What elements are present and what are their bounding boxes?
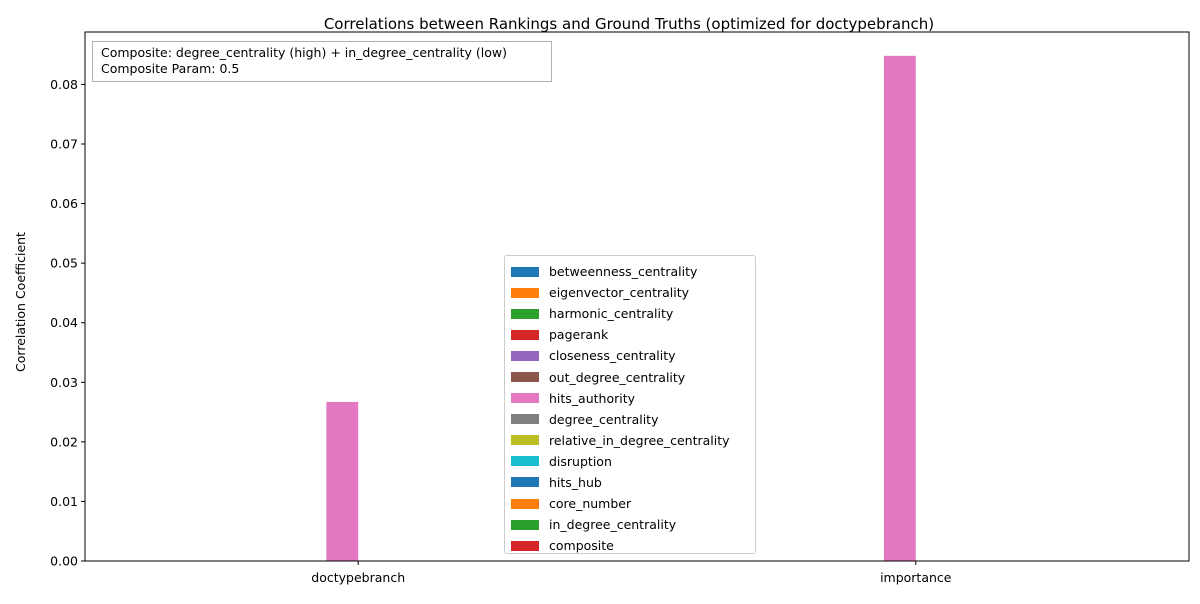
legend-item-eigenvector_centrality: eigenvector_centrality <box>511 282 749 303</box>
plot-frame <box>84 31 1190 562</box>
y-tick-label: 0.01 <box>50 494 78 509</box>
legend-label: hits_hub <box>549 474 602 490</box>
legend-swatch <box>511 350 539 361</box>
legend-swatch <box>511 266 539 277</box>
legend-label: disruption <box>549 453 612 469</box>
legend-item-degree_centrality: degree_centrality <box>511 409 749 430</box>
legend: betweenness_centrality eigenvector_centra… <box>504 255 756 554</box>
legend-swatch <box>511 540 539 551</box>
bar-hits_authority-importance <box>883 55 916 561</box>
legend-swatch <box>511 498 539 509</box>
legend-item-hits_hub: hits_hub <box>511 472 749 493</box>
legend-item-closeness_centrality: closeness_centrality <box>511 345 749 366</box>
legend-swatch <box>511 456 539 467</box>
legend-swatch <box>511 393 539 404</box>
y-axis-ticks: 0.00 0.01 0.02 0.03 0.04 0.05 0.06 0.07 0.08 <box>50 77 85 569</box>
y-tick-label: 0.07 <box>50 136 78 151</box>
legend-label: pagerank <box>549 327 609 343</box>
legend-item-composite: composite <box>511 535 749 556</box>
x-tick-label: importance <box>880 570 952 585</box>
y-tick-label: 0.08 <box>50 77 78 92</box>
legend-item-in_degree_centrality: in_degree_centrality <box>511 514 749 535</box>
legend-label: composite <box>549 538 614 554</box>
legend-swatch <box>511 372 539 383</box>
legend-label: closeness_centrality <box>549 348 676 364</box>
legend-label: relative_in_degree_centrality <box>549 432 730 448</box>
y-tick-label: 0.05 <box>50 256 78 271</box>
legend-swatch <box>511 329 539 340</box>
y-tick-label: 0.02 <box>50 434 78 449</box>
legend-swatch <box>511 414 539 425</box>
legend-item-pagerank: pagerank <box>511 324 749 345</box>
bars <box>326 55 916 561</box>
legend-label: core_number <box>549 496 632 512</box>
legend-label: degree_centrality <box>549 411 659 427</box>
legend-item-out_degree_centrality: out_degree_centrality <box>511 366 749 387</box>
legend-swatch <box>511 519 539 530</box>
bar-hits_authority-doctypebranch <box>326 401 359 561</box>
legend-swatch <box>511 435 539 446</box>
legend-label: betweenness_centrality <box>549 264 698 280</box>
legend-swatch <box>511 287 539 298</box>
legend-item-core_number: core_number <box>511 493 749 514</box>
legend-label: harmonic_centrality <box>549 306 674 322</box>
chart-title: Correlations between Rankings and Ground… <box>324 15 934 33</box>
legend-label: hits_authority <box>549 390 636 406</box>
y-tick-label: 0.04 <box>50 315 78 330</box>
y-tick-label: 0.06 <box>50 196 78 211</box>
y-tick-label: 0.00 <box>50 554 78 569</box>
legend-label: eigenvector_centrality <box>549 285 690 301</box>
y-axis-label: Correlation Coefficient <box>13 232 28 372</box>
legend-item-relative_in_degree_centrality: relative_in_degree_centrality <box>511 430 749 451</box>
legend-item-disruption: disruption <box>511 451 749 472</box>
legend-item-betweenness_centrality: betweenness_centrality <box>511 261 749 282</box>
legend-item-hits_authority: hits_authority <box>511 388 749 409</box>
composite-annotation: Composite: degree_centrality (high) + in… <box>92 41 552 82</box>
annotation-line-2: Composite Param: 0.5 <box>101 61 240 76</box>
x-axis-ticks: doctypebranch importance <box>311 561 952 585</box>
legend-label: out_degree_centrality <box>549 369 686 385</box>
legend-swatch <box>511 308 539 319</box>
legend-label: in_degree_centrality <box>549 517 677 533</box>
y-tick-label: 0.03 <box>50 375 78 390</box>
annotation-line-1: Composite: degree_centrality (high) + in… <box>101 45 507 60</box>
x-tick-label: doctypebranch <box>311 570 405 585</box>
legend-item-harmonic_centrality: harmonic_centrality <box>511 303 749 324</box>
legend-swatch <box>511 477 539 488</box>
